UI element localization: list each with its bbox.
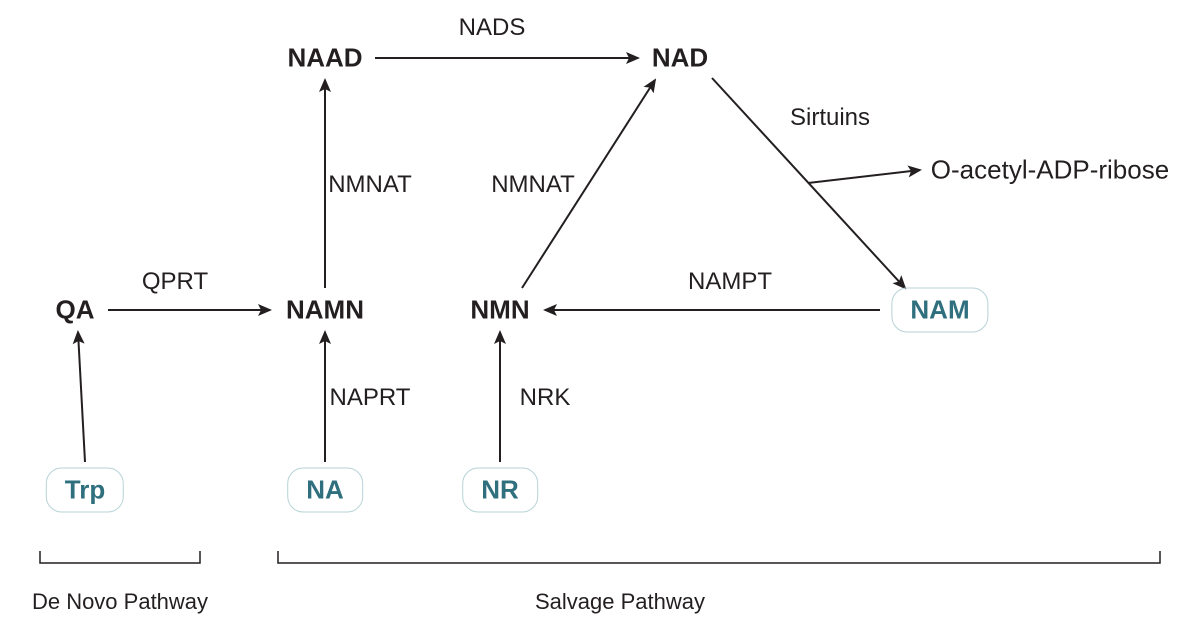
enzyme-naprt-label: NAPRT [330,384,411,411]
node-qa: QA [56,295,95,326]
caption-denovo: De Novo Pathway [32,589,208,615]
node-nad-label: NAD [652,43,708,73]
node-nmn-label: NMN [470,295,529,325]
enzyme-nmnat-2-label: NMNAT [491,171,575,198]
enzyme-sirtuins-label: Sirtuins [790,104,870,131]
node-oadpr: O-acetyl-ADP-ribose [931,155,1169,186]
node-na-label: NA [306,475,344,505]
node-namn-label: NAMN [286,295,364,325]
node-na: NA [287,468,363,513]
enzyme-nads: NADS [459,14,526,42]
enzyme-nrk-label: NRK [520,384,571,411]
caption-denovo-label: De Novo Pathway [32,589,208,614]
node-trp-label: Trp [65,475,105,505]
enzyme-nads-label: NADS [459,14,526,41]
node-naad: NAAD [287,43,362,74]
arrow-layer [0,0,1200,632]
node-qa-label: QA [56,295,95,325]
node-nad: NAD [652,43,708,74]
enzyme-nmnat-1: NMNAT [328,171,412,199]
enzyme-nmnat-1-label: NMNAT [328,171,412,198]
enzyme-qprt-label: QPRT [142,268,208,295]
node-nmn: NMN [470,295,529,326]
enzyme-nampt: NAMPT [688,268,772,296]
enzyme-nmnat-2: NMNAT [491,171,575,199]
node-nr-label: NR [481,475,519,505]
enzyme-nrk: NRK [520,384,571,412]
node-oadpr-label: O-acetyl-ADP-ribose [931,155,1169,185]
node-nam-label: NAM [910,295,969,325]
node-nam: NAM [891,288,988,333]
node-naad-label: NAAD [287,43,362,73]
enzyme-naprt: NAPRT [330,384,411,412]
diagram-stage: QA NAMN NMN NAAD NAD NAM Trp NA NR O-ace… [0,0,1200,632]
enzyme-sirtuins: Sirtuins [790,104,870,132]
enzyme-qprt: QPRT [142,268,208,296]
node-trp: Trp [46,468,124,513]
enzyme-nampt-label: NAMPT [688,268,772,295]
caption-salvage: Salvage Pathway [535,589,705,615]
node-nr: NR [462,468,538,513]
node-namn: NAMN [286,295,364,326]
caption-salvage-label: Salvage Pathway [535,589,705,614]
